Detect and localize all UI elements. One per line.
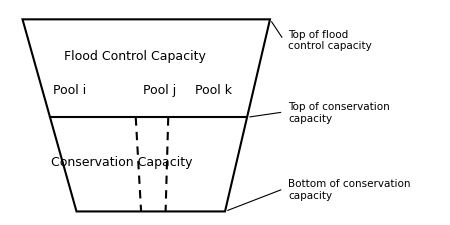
Text: Top of conservation
capacity: Top of conservation capacity bbox=[288, 102, 390, 123]
Text: Flood Control Capacity: Flood Control Capacity bbox=[64, 50, 206, 63]
Text: Conservation Capacity: Conservation Capacity bbox=[51, 155, 192, 169]
Text: Pool j: Pool j bbox=[143, 83, 176, 97]
Text: Pool i: Pool i bbox=[53, 83, 86, 97]
Text: Top of flood
control capacity: Top of flood control capacity bbox=[288, 30, 372, 51]
Text: Bottom of conservation
capacity: Bottom of conservation capacity bbox=[288, 178, 410, 200]
Polygon shape bbox=[22, 20, 270, 212]
Text: Pool k: Pool k bbox=[195, 83, 232, 97]
